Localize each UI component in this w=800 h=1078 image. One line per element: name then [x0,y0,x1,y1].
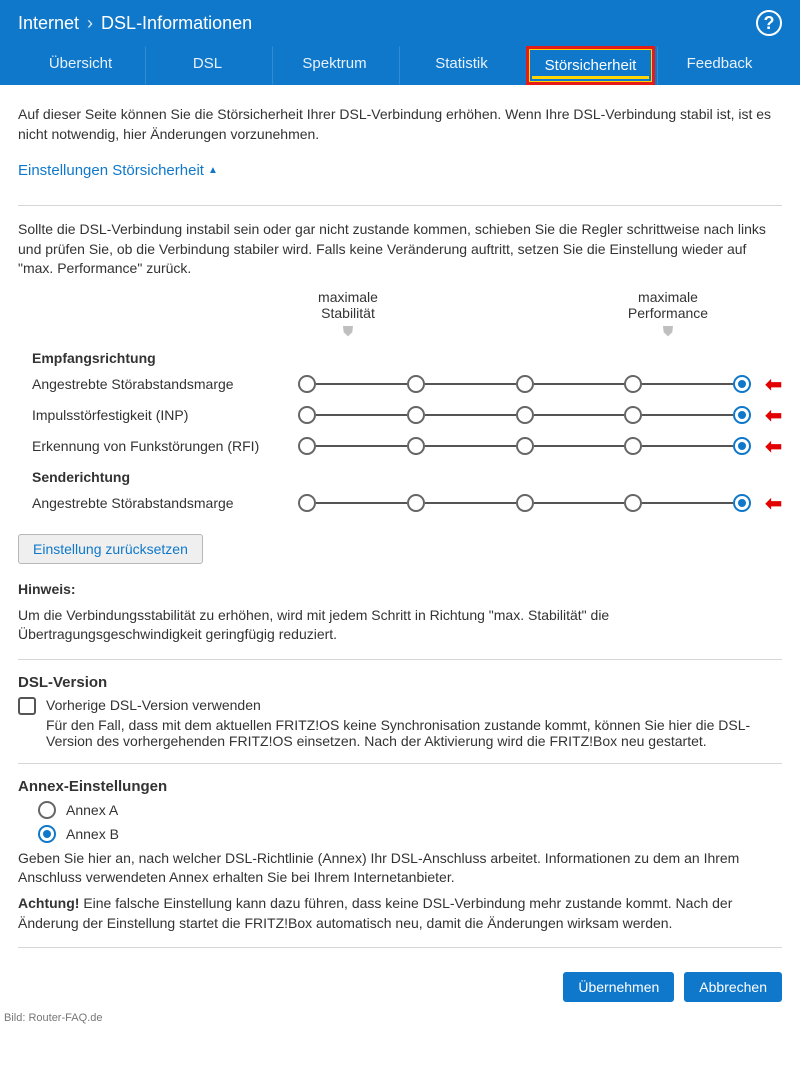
slider-step[interactable] [516,375,534,393]
chevron-right-icon: › [87,13,93,34]
slider-step[interactable] [733,375,751,393]
section-toggle[interactable]: Einstellungen Störsicherheit ▲ [18,162,218,179]
slider-step[interactable] [624,494,642,512]
slider-track[interactable] [298,494,759,512]
content: Auf dieser Seite können Sie die Störsich… [0,85,800,948]
arrow-left-icon: ⬅ [765,434,782,459]
shield-right-icon: ⛊ [618,323,718,340]
annex-option-label: Annex B [66,826,119,842]
slider-step[interactable] [733,437,751,455]
arrow-left-icon: ⬅ [765,403,782,428]
slider-step[interactable] [516,437,534,455]
reset-button[interactable]: Einstellung zurücksetzen [18,534,203,564]
slider-row: Angestrebte Störabstandsmarge ⬅ [18,491,782,516]
slider-track[interactable] [298,406,759,424]
annex-desc: Geben Sie hier an, nach welcher DSL-Rich… [18,849,782,888]
page-header: Internet › DSL-Informationen ? Übersicht… [0,0,800,85]
slider-step[interactable] [407,494,425,512]
slider-row: Angestrebte Störabstandsmarge ⬅ [18,372,782,397]
intro-text: Auf dieser Seite können Sie die Störsich… [18,105,782,144]
tab-feedback[interactable]: Feedback [657,46,782,85]
annex-warn-text: Eine falsche Einstellung kann dazu führe… [18,895,732,931]
slider-step[interactable] [516,406,534,424]
image-credit: Bild: Router-FAQ.de [0,1012,800,1030]
tab-bar: ÜbersichtDSLSpektrumStatistikStörsicherh… [18,46,782,85]
slider-label: Erkennung von Funkstörungen (RFI) [18,438,298,454]
slider-step[interactable] [624,406,642,424]
radio-icon[interactable] [38,801,56,819]
section-toggle-label: Einstellungen Störsicherheit [18,162,204,179]
footer-buttons: Übernehmen Abbrechen [0,962,800,1012]
scale-right-1: maximale [618,289,718,305]
annex-option-label: Annex A [66,802,118,818]
breadcrumb-page: DSL-Informationen [101,13,252,34]
slider-step[interactable] [298,494,316,512]
slider-step[interactable] [298,406,316,424]
radio-icon[interactable] [38,825,56,843]
divider [18,659,782,660]
breadcrumb-root[interactable]: Internet [18,13,79,34]
slider-step[interactable] [407,437,425,455]
cancel-button[interactable]: Abbrechen [684,972,782,1002]
hint-body: Um die Verbindungsstabilität zu erhöhen,… [18,606,782,645]
arrow-left-icon: ⬅ [765,491,782,516]
dsl-version-title: DSL-Version [18,674,782,691]
divider [18,947,782,948]
slider-label: Impulsstörfestigkeit (INP) [18,407,298,423]
slider-step[interactable] [407,375,425,393]
shield-row: ⛊ ⛊ [298,323,782,340]
divider [18,205,782,206]
dsl-version-desc: Für den Fall, dass mit dem aktuellen FRI… [46,717,782,749]
shield-left-icon: ⛊ [298,323,398,340]
slider-label: Angestrebte Störabstandsmarge [18,495,298,511]
slider-step[interactable] [733,494,751,512]
dsl-version-checkbox-label[interactable]: Vorherige DSL-Version verwenden [46,697,782,713]
tab-störsicherheit[interactable]: Störsicherheit [526,46,655,85]
explain-text: Sollte die DSL-Verbindung instabil sein … [18,220,782,279]
slider-step[interactable] [298,437,316,455]
apply-button[interactable]: Übernehmen [563,972,674,1002]
rx-group-title: Empfangsrichtung [32,350,782,366]
caret-up-icon: ▲ [208,165,218,176]
arrow-left-icon: ⬅ [765,372,782,397]
tab-statistik[interactable]: Statistik [399,46,524,85]
slider-step[interactable] [624,437,642,455]
tab-spektrum[interactable]: Spektrum [272,46,397,85]
slider-step[interactable] [624,375,642,393]
annex-option[interactable]: Annex B [38,825,782,843]
annex-warn: Achtung! Eine falsche Einstellung kann d… [18,894,782,933]
tx-group-title: Senderichtung [32,469,782,485]
hint-title: Hinweis: [18,580,782,600]
slider-track[interactable] [298,375,759,393]
slider-step[interactable] [298,375,316,393]
tab-dsl[interactable]: DSL [145,46,270,85]
slider-row: Impulsstörfestigkeit (INP) ⬅ [18,403,782,428]
scale-left-2: Stabilität [298,305,398,321]
breadcrumb: Internet › DSL-Informationen ? [18,10,782,46]
help-icon[interactable]: ? [756,10,782,36]
scale-right-2: Performance [618,305,718,321]
slider-block: maximale Stabilität maximale Performance… [18,289,782,516]
annex-warn-label: Achtung! [18,895,79,911]
divider [18,763,782,764]
slider-step[interactable] [733,406,751,424]
annex-title: Annex-Einstellungen [18,778,782,795]
slider-step[interactable] [516,494,534,512]
slider-scale-labels: maximale Stabilität maximale Performance [298,289,782,321]
dsl-version-row: Vorherige DSL-Version verwenden Für den … [18,697,782,749]
scale-left-1: maximale [298,289,398,305]
annex-option[interactable]: Annex A [38,801,782,819]
tab-übersicht[interactable]: Übersicht [18,46,143,85]
slider-track[interactable] [298,437,759,455]
dsl-version-checkbox[interactable] [18,697,36,715]
slider-step[interactable] [407,406,425,424]
slider-row: Erkennung von Funkstörungen (RFI) ⬅ [18,434,782,459]
slider-label: Angestrebte Störabstandsmarge [18,376,298,392]
